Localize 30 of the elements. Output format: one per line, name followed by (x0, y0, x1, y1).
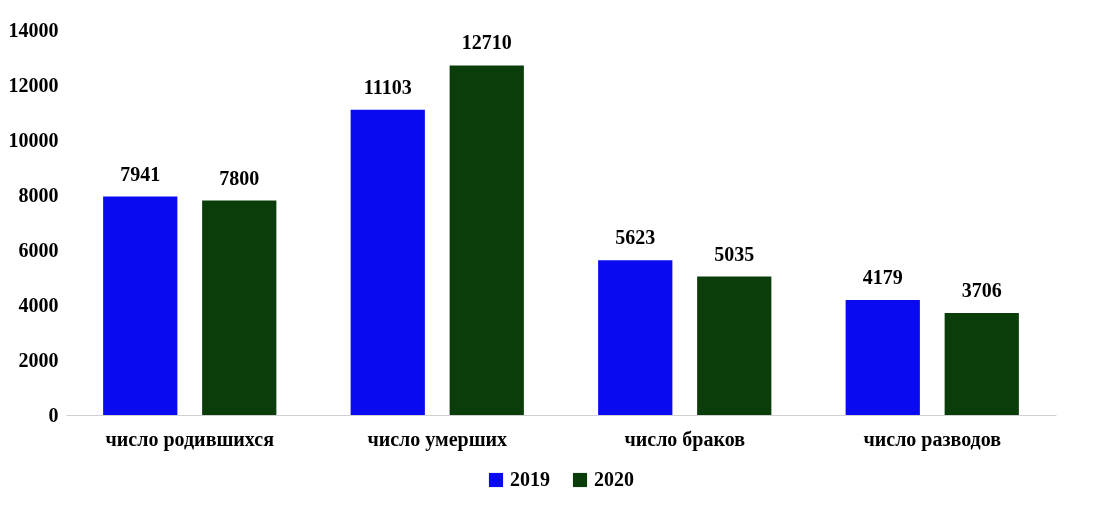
y-tick-label: 0 (48, 403, 59, 426)
y-tick-label: 14000 (8, 18, 59, 41)
y-tick-label: 4000 (18, 293, 59, 316)
data-label: 4179 (862, 266, 903, 289)
bar (350, 109, 425, 415)
data-label: 3706 (961, 279, 1002, 302)
bar (697, 276, 772, 415)
legend-label: 2020 (594, 468, 634, 490)
x-tick-label: число умерших (367, 427, 508, 451)
data-label: 7941 (120, 162, 161, 185)
y-tick-label: 2000 (18, 348, 59, 371)
data-label: 5623 (615, 226, 656, 249)
bar (202, 200, 277, 415)
data-label: 5035 (714, 242, 755, 265)
bar (103, 196, 178, 415)
y-tick-label: 6000 (18, 238, 59, 261)
data-label: 7800 (219, 166, 260, 189)
legend-label: 2019 (510, 468, 550, 490)
y-tick-label: 12000 (8, 73, 59, 96)
x-tick-label: число родившихся (105, 427, 275, 451)
y-tick-label: 8000 (18, 183, 59, 206)
data-label: 11103 (363, 75, 412, 98)
bar (944, 313, 1019, 415)
bar (598, 260, 673, 415)
bar (449, 65, 524, 415)
bar (845, 300, 920, 415)
data-label: 12710 (461, 31, 512, 54)
y-tick-label: 10000 (8, 128, 59, 151)
x-tick-label: число разводов (863, 427, 1002, 451)
x-tick-label: число браков (624, 427, 746, 451)
